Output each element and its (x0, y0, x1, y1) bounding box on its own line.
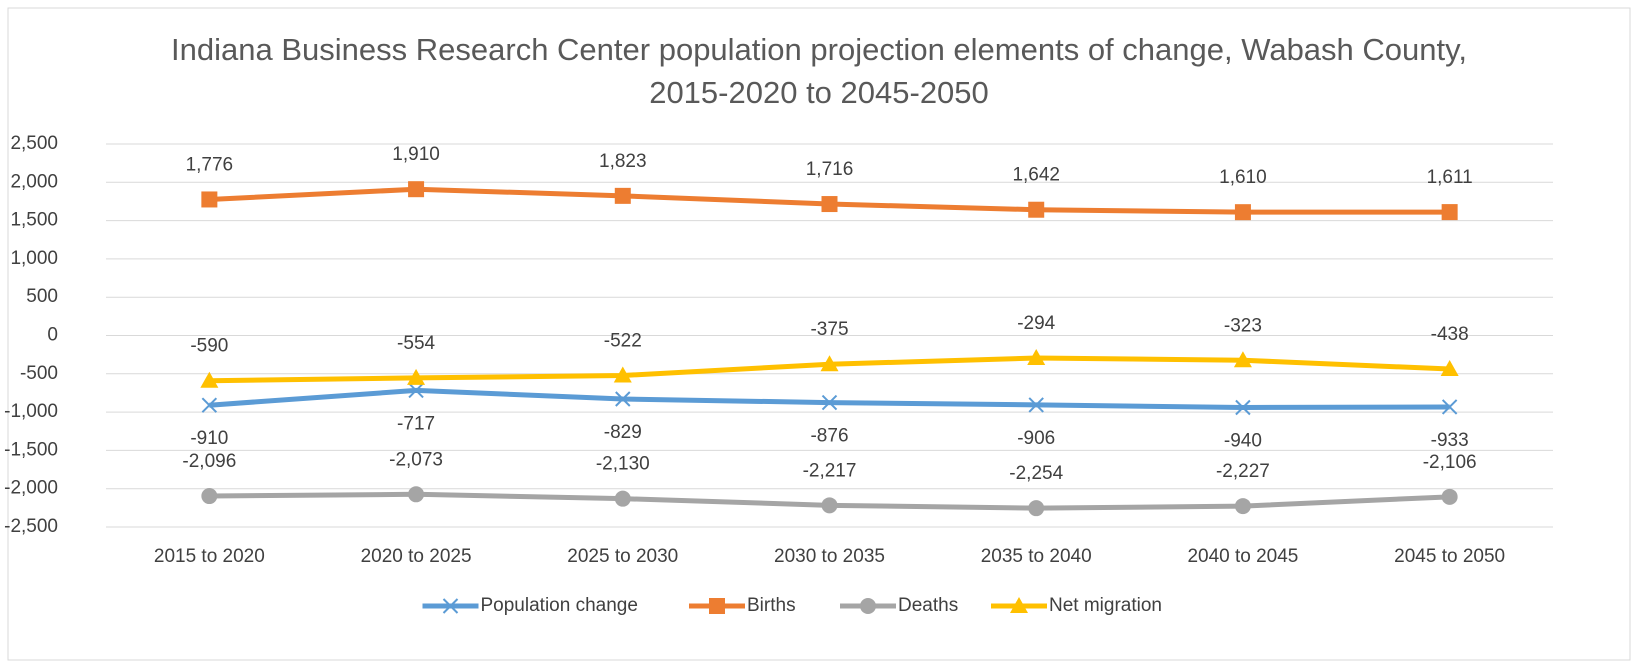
marker (820, 355, 839, 372)
y-tick-label: -1,500 (4, 439, 58, 460)
x-tick-label: 2040 to 2045 (1187, 546, 1298, 567)
marker (1235, 399, 1251, 416)
marker (200, 371, 219, 388)
legend-label: Net migration (1049, 595, 1162, 616)
y-tick-label: 500 (26, 286, 58, 307)
y-tick-label: 2,500 (10, 133, 58, 154)
marker (613, 366, 632, 383)
marker (1010, 597, 1028, 613)
data-label: -906 (1017, 428, 1055, 449)
x-tick-label: 2025 to 2030 (567, 546, 678, 567)
marker (860, 598, 876, 614)
marker (201, 191, 218, 208)
data-label: 1,642 (1012, 165, 1060, 186)
y-tick-label: -500 (20, 363, 58, 384)
data-label: -323 (1224, 315, 1262, 336)
marker (1234, 498, 1251, 515)
marker (1233, 351, 1252, 368)
marker (821, 394, 838, 411)
data-label: -876 (810, 426, 848, 447)
marker (1234, 204, 1251, 221)
data-label: -2,227 (1216, 461, 1270, 482)
marker (1028, 500, 1045, 517)
marker (1440, 360, 1459, 377)
marker (821, 196, 838, 213)
marker (1441, 488, 1458, 505)
data-label: 1,776 (186, 154, 234, 175)
data-label: 1,716 (806, 159, 854, 180)
marker (615, 391, 631, 407)
x-tick-label: 2020 to 2025 (361, 546, 472, 567)
data-label: -2,096 (182, 451, 236, 472)
data-label: -717 (397, 413, 435, 434)
marker (821, 497, 838, 514)
data-label: 1,910 (392, 144, 440, 165)
legend-label: Births (747, 595, 796, 616)
data-label: 1,823 (599, 151, 647, 172)
legend-label: Population change (481, 595, 638, 616)
marker (201, 397, 218, 413)
y-tick-label: -2,500 (4, 516, 58, 537)
x-tick-label: 2015 to 2020 (154, 546, 265, 567)
data-label: 1,611 (1427, 167, 1473, 188)
marker (442, 598, 459, 614)
y-tick-label: -1,000 (4, 401, 58, 422)
x-tick-label: 2045 to 2050 (1394, 546, 1505, 567)
data-label: -910 (190, 428, 228, 449)
y-tick-label: 1,500 (10, 210, 58, 231)
marker (201, 488, 218, 505)
marker (1441, 399, 1458, 415)
marker (1441, 204, 1458, 221)
marker (614, 187, 631, 204)
marker (408, 486, 425, 503)
data-label: -294 (1017, 313, 1055, 334)
marker (1028, 201, 1045, 218)
data-label: -2,106 (1423, 452, 1477, 473)
data-label: -2,130 (596, 454, 650, 475)
marker (614, 490, 631, 507)
legend-label: Deaths (898, 595, 958, 616)
marker (408, 382, 424, 399)
y-tick-label: -2,000 (4, 478, 58, 499)
marker (408, 181, 425, 198)
data-label: -829 (604, 422, 642, 443)
data-label: -940 (1224, 431, 1262, 452)
x-tick-label: 2030 to 2035 (774, 546, 885, 567)
data-label: -375 (810, 319, 848, 340)
data-label: -2,254 (1009, 463, 1063, 484)
y-tick-label: 0 (47, 325, 58, 346)
data-label: -554 (397, 333, 435, 354)
chart-title: Indiana Business Research Center populat… (171, 32, 1467, 110)
marker (1028, 397, 1044, 413)
marker (709, 598, 725, 614)
marker (407, 368, 426, 385)
data-label: -933 (1431, 430, 1469, 451)
data-label: -2,073 (389, 449, 443, 470)
data-label: -590 (190, 336, 228, 357)
data-label: 1,610 (1219, 167, 1267, 188)
y-tick-label: 2,000 (10, 171, 58, 192)
data-label: -522 (604, 331, 642, 352)
marker (1027, 349, 1046, 366)
y-tick-label: 1,000 (10, 248, 58, 269)
x-tick-label: 2035 to 2040 (981, 546, 1092, 567)
chart-border (7, 7, 1631, 661)
data-label: -2,217 (803, 460, 857, 481)
series-line (209, 387, 1450, 411)
data-label: -438 (1431, 324, 1469, 345)
